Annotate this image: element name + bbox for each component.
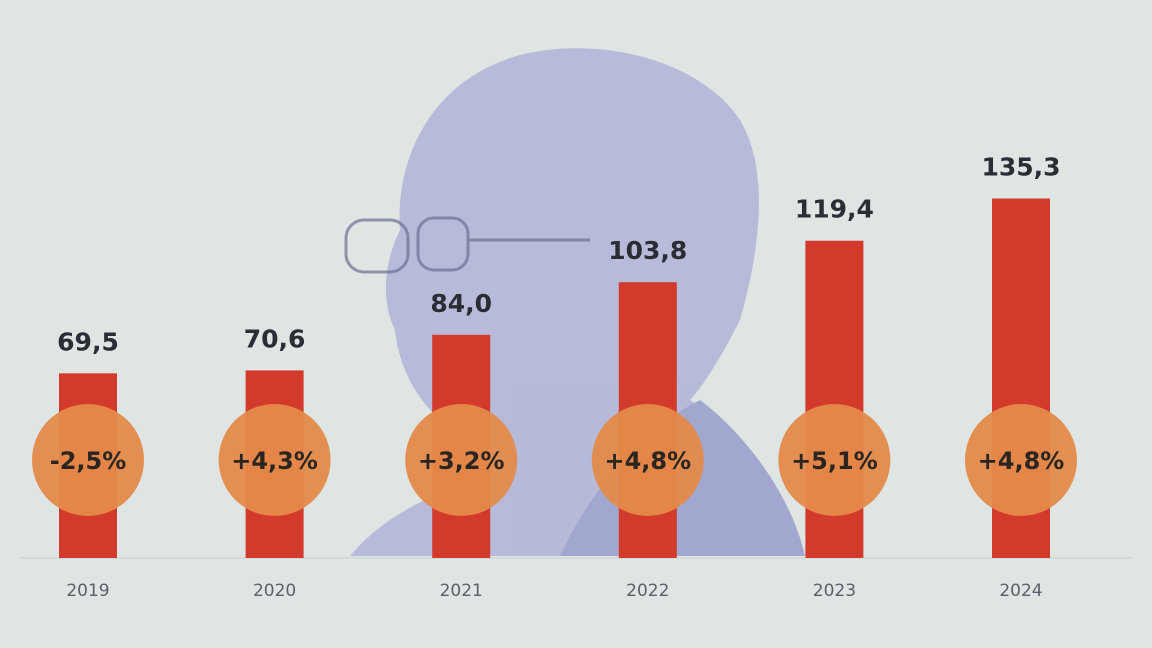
growth-badge: [591, 404, 704, 516]
x-tick-label: 2022: [626, 581, 669, 601]
value-label: 84,0: [430, 289, 492, 318]
growth-badge: [965, 404, 1077, 516]
value-label: 135,3: [981, 152, 1060, 181]
growth-label: +5,1%: [791, 447, 878, 475]
glasses: [344, 216, 590, 274]
x-tick-label: 2023: [813, 581, 856, 601]
x-tick-label: 2019: [66, 581, 109, 601]
value-label: 70,6: [244, 324, 306, 353]
value-label: 69,5: [57, 327, 119, 356]
growth-label: +4,3%: [231, 447, 318, 475]
x-tick-label: 2024: [999, 581, 1042, 601]
growth-label: -2,5%: [50, 447, 127, 475]
x-tick-label: 2020: [253, 581, 296, 601]
growth-label: +3,2%: [418, 447, 505, 475]
x-tick-label: 2021: [440, 581, 483, 601]
growth-badge: [405, 404, 518, 516]
growth-badge: [778, 404, 891, 516]
growth-label: +4,8%: [978, 447, 1065, 475]
growth-badge: [218, 404, 331, 516]
growth-label: +4,8%: [604, 447, 691, 475]
value-label: 103,8: [608, 236, 687, 265]
value-label: 119,4: [795, 195, 874, 224]
growth-badge: [32, 404, 144, 516]
